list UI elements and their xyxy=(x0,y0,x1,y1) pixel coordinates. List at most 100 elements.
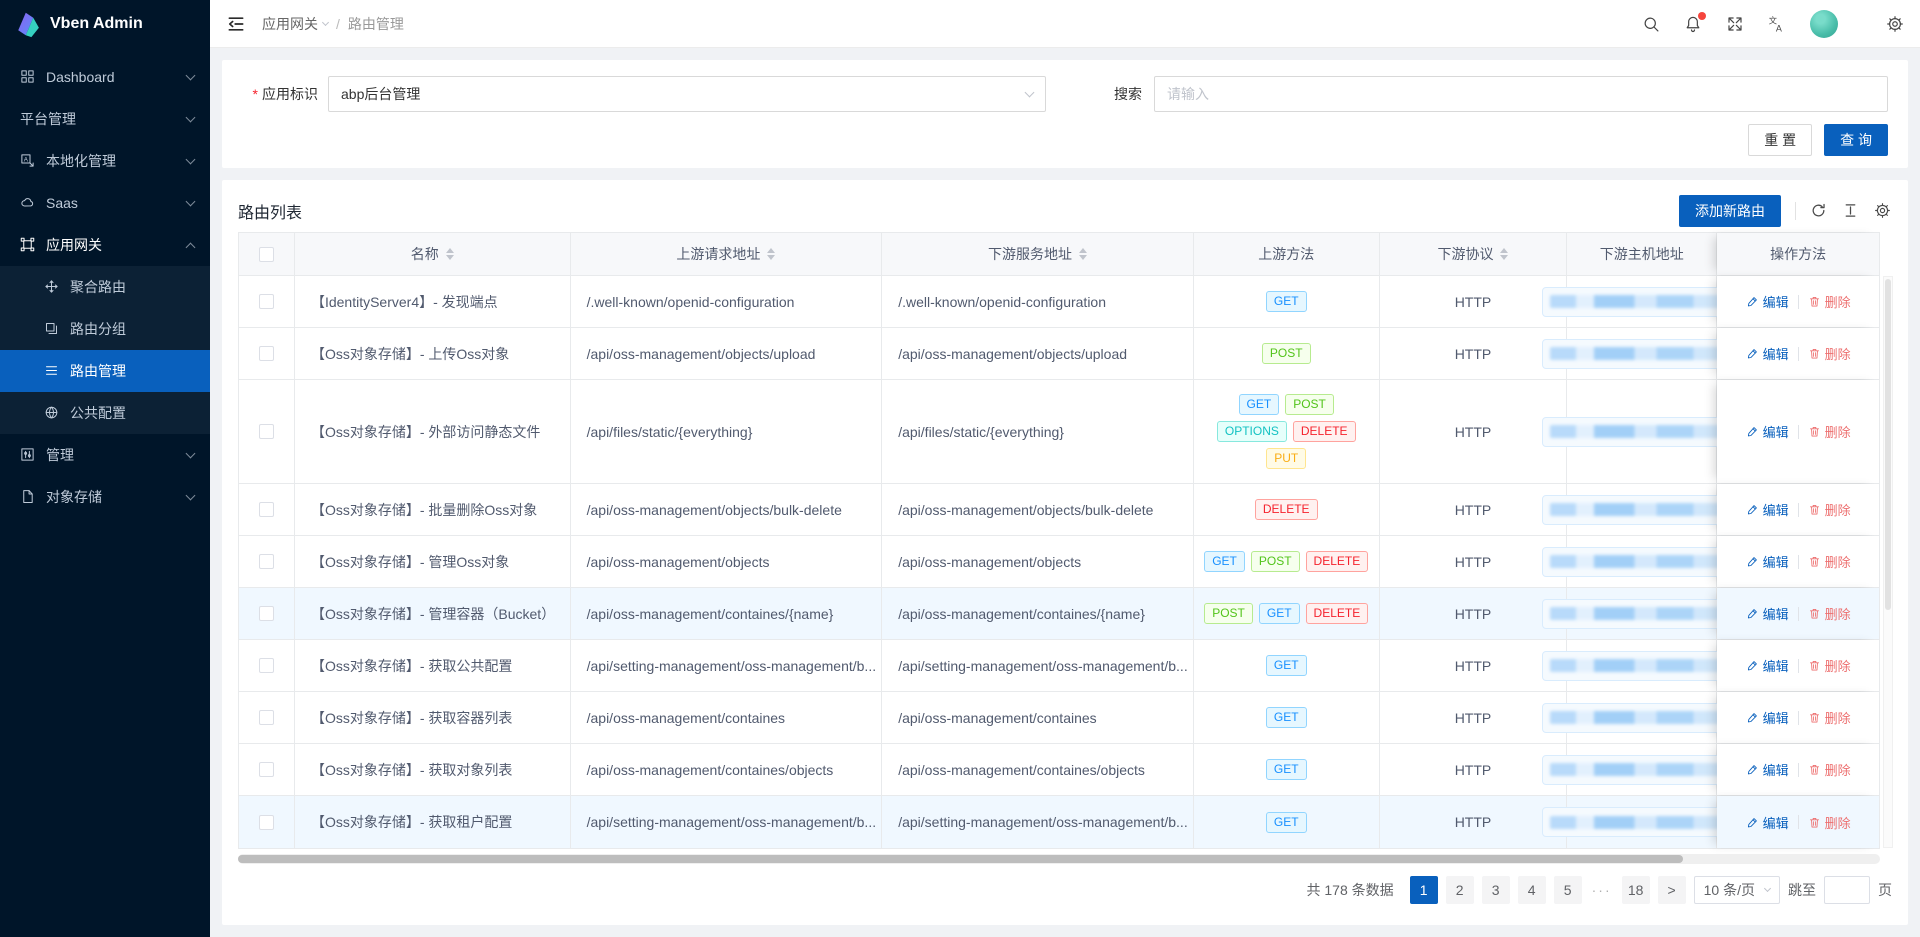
avatar[interactable] xyxy=(1810,9,1838,38)
edit-button[interactable]: 编辑 xyxy=(1746,344,1789,363)
delete-button[interactable]: 删除 xyxy=(1808,344,1851,363)
sidebar-subitem-0[interactable]: 聚合路由 xyxy=(0,266,210,308)
header-cell-2[interactable]: 下游服务地址 xyxy=(882,233,1194,275)
edit-button[interactable]: 编辑 xyxy=(1746,708,1789,727)
sort-icon[interactable] xyxy=(1500,248,1509,260)
app-id-select[interactable]: abp后台管理 xyxy=(328,76,1046,112)
edit-button[interactable]: 编辑 xyxy=(1746,813,1789,832)
row-checkbox[interactable] xyxy=(258,294,274,309)
row-checkbox[interactable] xyxy=(258,554,274,569)
vertical-scrollbar[interactable] xyxy=(1883,276,1893,848)
row-checkbox[interactable] xyxy=(258,502,274,517)
sidebar-subitem-3[interactable]: 公共配置 xyxy=(0,392,210,434)
row-checkbox[interactable] xyxy=(258,710,274,725)
methods-cell: POST GET DELETE xyxy=(1194,588,1380,639)
page-button[interactable]: 4 xyxy=(1517,876,1546,904)
reset-button[interactable]: 重 置 xyxy=(1748,124,1813,156)
sidebar-item-3[interactable]: Saas xyxy=(0,182,210,224)
app-logo[interactable]: Vben Admin xyxy=(0,0,210,48)
row-checkbox-cell xyxy=(239,276,295,327)
query-button[interactable]: 查 询 xyxy=(1824,124,1888,156)
row-checkbox[interactable] xyxy=(258,658,274,673)
sidebar-item-0[interactable]: Dashboard xyxy=(0,56,210,98)
sidebar-item-2[interactable]: A 本地化管理 xyxy=(0,140,210,182)
search-input[interactable] xyxy=(1154,76,1888,112)
vertical-scrollbar-thumb[interactable] xyxy=(1885,279,1891,610)
horizontal-scrollbar[interactable] xyxy=(238,854,1880,864)
settings-icon[interactable] xyxy=(1886,15,1904,33)
downstream-path: /api/oss-management/objects/upload xyxy=(882,328,1194,379)
page-size-select[interactable]: 10 条/页 xyxy=(1693,876,1780,904)
header-cell-4[interactable]: 下游协议 xyxy=(1380,233,1568,275)
page-button[interactable]: 1 xyxy=(1409,876,1438,904)
row-checkbox[interactable] xyxy=(258,346,274,361)
breadcrumb-parent[interactable]: 应用网关 xyxy=(262,14,330,34)
delete-button[interactable]: 删除 xyxy=(1808,813,1851,832)
menu-fold-icon[interactable] xyxy=(226,14,246,34)
row-checkbox-cell xyxy=(239,744,295,795)
edit-button[interactable]: 编辑 xyxy=(1746,422,1789,441)
downstream-path: /api/oss-management/objects/bulk-delete xyxy=(882,484,1194,535)
sort-icon[interactable] xyxy=(767,248,776,260)
edit-button[interactable]: 编辑 xyxy=(1746,656,1789,675)
edit-button[interactable]: 编辑 xyxy=(1746,292,1789,311)
add-route-button[interactable]: 添加新路由 xyxy=(1679,195,1781,227)
column-settings-icon[interactable] xyxy=(1874,202,1892,220)
sort-icon[interactable] xyxy=(1079,248,1088,260)
delete-button[interactable]: 删除 xyxy=(1808,422,1851,441)
search-icon[interactable] xyxy=(1642,15,1660,33)
row-checkbox-cell xyxy=(239,588,295,639)
horizontal-scrollbar-thumb[interactable] xyxy=(238,855,1683,863)
edit-button[interactable]: 编辑 xyxy=(1746,760,1789,779)
method-badge: OPTIONS xyxy=(1216,421,1287,442)
delete-button[interactable]: 删除 xyxy=(1808,708,1851,727)
methods-cell: GET xyxy=(1194,796,1380,848)
edit-button[interactable]: 编辑 xyxy=(1746,604,1789,623)
jump-input[interactable] xyxy=(1824,876,1870,904)
logo-icon xyxy=(18,12,39,38)
row-checkbox-cell xyxy=(239,796,295,848)
delete-button[interactable]: 删除 xyxy=(1808,760,1851,779)
sort-icon[interactable] xyxy=(445,248,454,260)
downstream-path: /.well-known/openid-configuration xyxy=(882,276,1194,327)
row-checkbox[interactable] xyxy=(258,606,274,621)
sidebar-item-1[interactable]: 平台管理 xyxy=(0,98,210,140)
sidebar-subitem-2[interactable]: 路由管理 xyxy=(0,350,210,392)
sidebar-menu: Dashboard 平台管理 A 本地化管理 Saas 应用网关 聚合路由 路由分组 路由管理公… xyxy=(0,56,210,518)
edit-button[interactable]: 编辑 xyxy=(1746,500,1789,519)
refresh-icon[interactable] xyxy=(1810,202,1828,220)
row-height-icon[interactable] xyxy=(1842,202,1860,220)
next-page-button[interactable]: > xyxy=(1657,876,1686,904)
toolbar-divider xyxy=(1795,202,1796,220)
sidebar-item-4[interactable]: 应用网关 xyxy=(0,224,210,266)
select-all-checkbox[interactable] xyxy=(258,246,274,262)
delete-button[interactable]: 删除 xyxy=(1808,552,1851,571)
header-cell-1[interactable]: 上游请求地址 xyxy=(571,233,883,275)
row-checkbox[interactable] xyxy=(258,814,274,830)
delete-button[interactable]: 删除 xyxy=(1808,500,1851,519)
delete-button[interactable]: 删除 xyxy=(1808,604,1851,623)
sidebar-item-5[interactable]: 管理 xyxy=(0,434,210,476)
object-storage-icon xyxy=(20,489,36,505)
edit-button[interactable]: 编辑 xyxy=(1746,552,1789,571)
row-checkbox[interactable] xyxy=(258,424,274,439)
page-button[interactable]: 18 xyxy=(1621,876,1650,904)
fullscreen-icon[interactable] xyxy=(1726,15,1744,33)
app-id-field: * 应用标识 abp后台管理 xyxy=(242,76,1046,112)
delete-button[interactable]: 删除 xyxy=(1808,292,1851,311)
method-badge: POST xyxy=(1285,394,1334,415)
page-button[interactable]: 5 xyxy=(1553,876,1582,904)
page-button[interactable]: 2 xyxy=(1445,876,1474,904)
column-label: 上游请求地址 xyxy=(676,246,761,262)
chevron-down-icon xyxy=(185,448,196,459)
header-cell-0[interactable]: 名称 xyxy=(295,233,571,275)
downstream-path: /api/files/static/{everything} xyxy=(882,380,1194,483)
page-button[interactable]: 3 xyxy=(1481,876,1510,904)
sidebar-subitem-1[interactable]: 路由分组 xyxy=(0,308,210,350)
sidebar-item-6[interactable]: 对象存储 xyxy=(0,476,210,518)
row-checkbox[interactable] xyxy=(258,762,274,777)
downstream-path: /api/oss-management/containes/{name} xyxy=(882,588,1194,639)
delete-button[interactable]: 删除 xyxy=(1808,656,1851,675)
notification-icon[interactable] xyxy=(1684,11,1706,33)
